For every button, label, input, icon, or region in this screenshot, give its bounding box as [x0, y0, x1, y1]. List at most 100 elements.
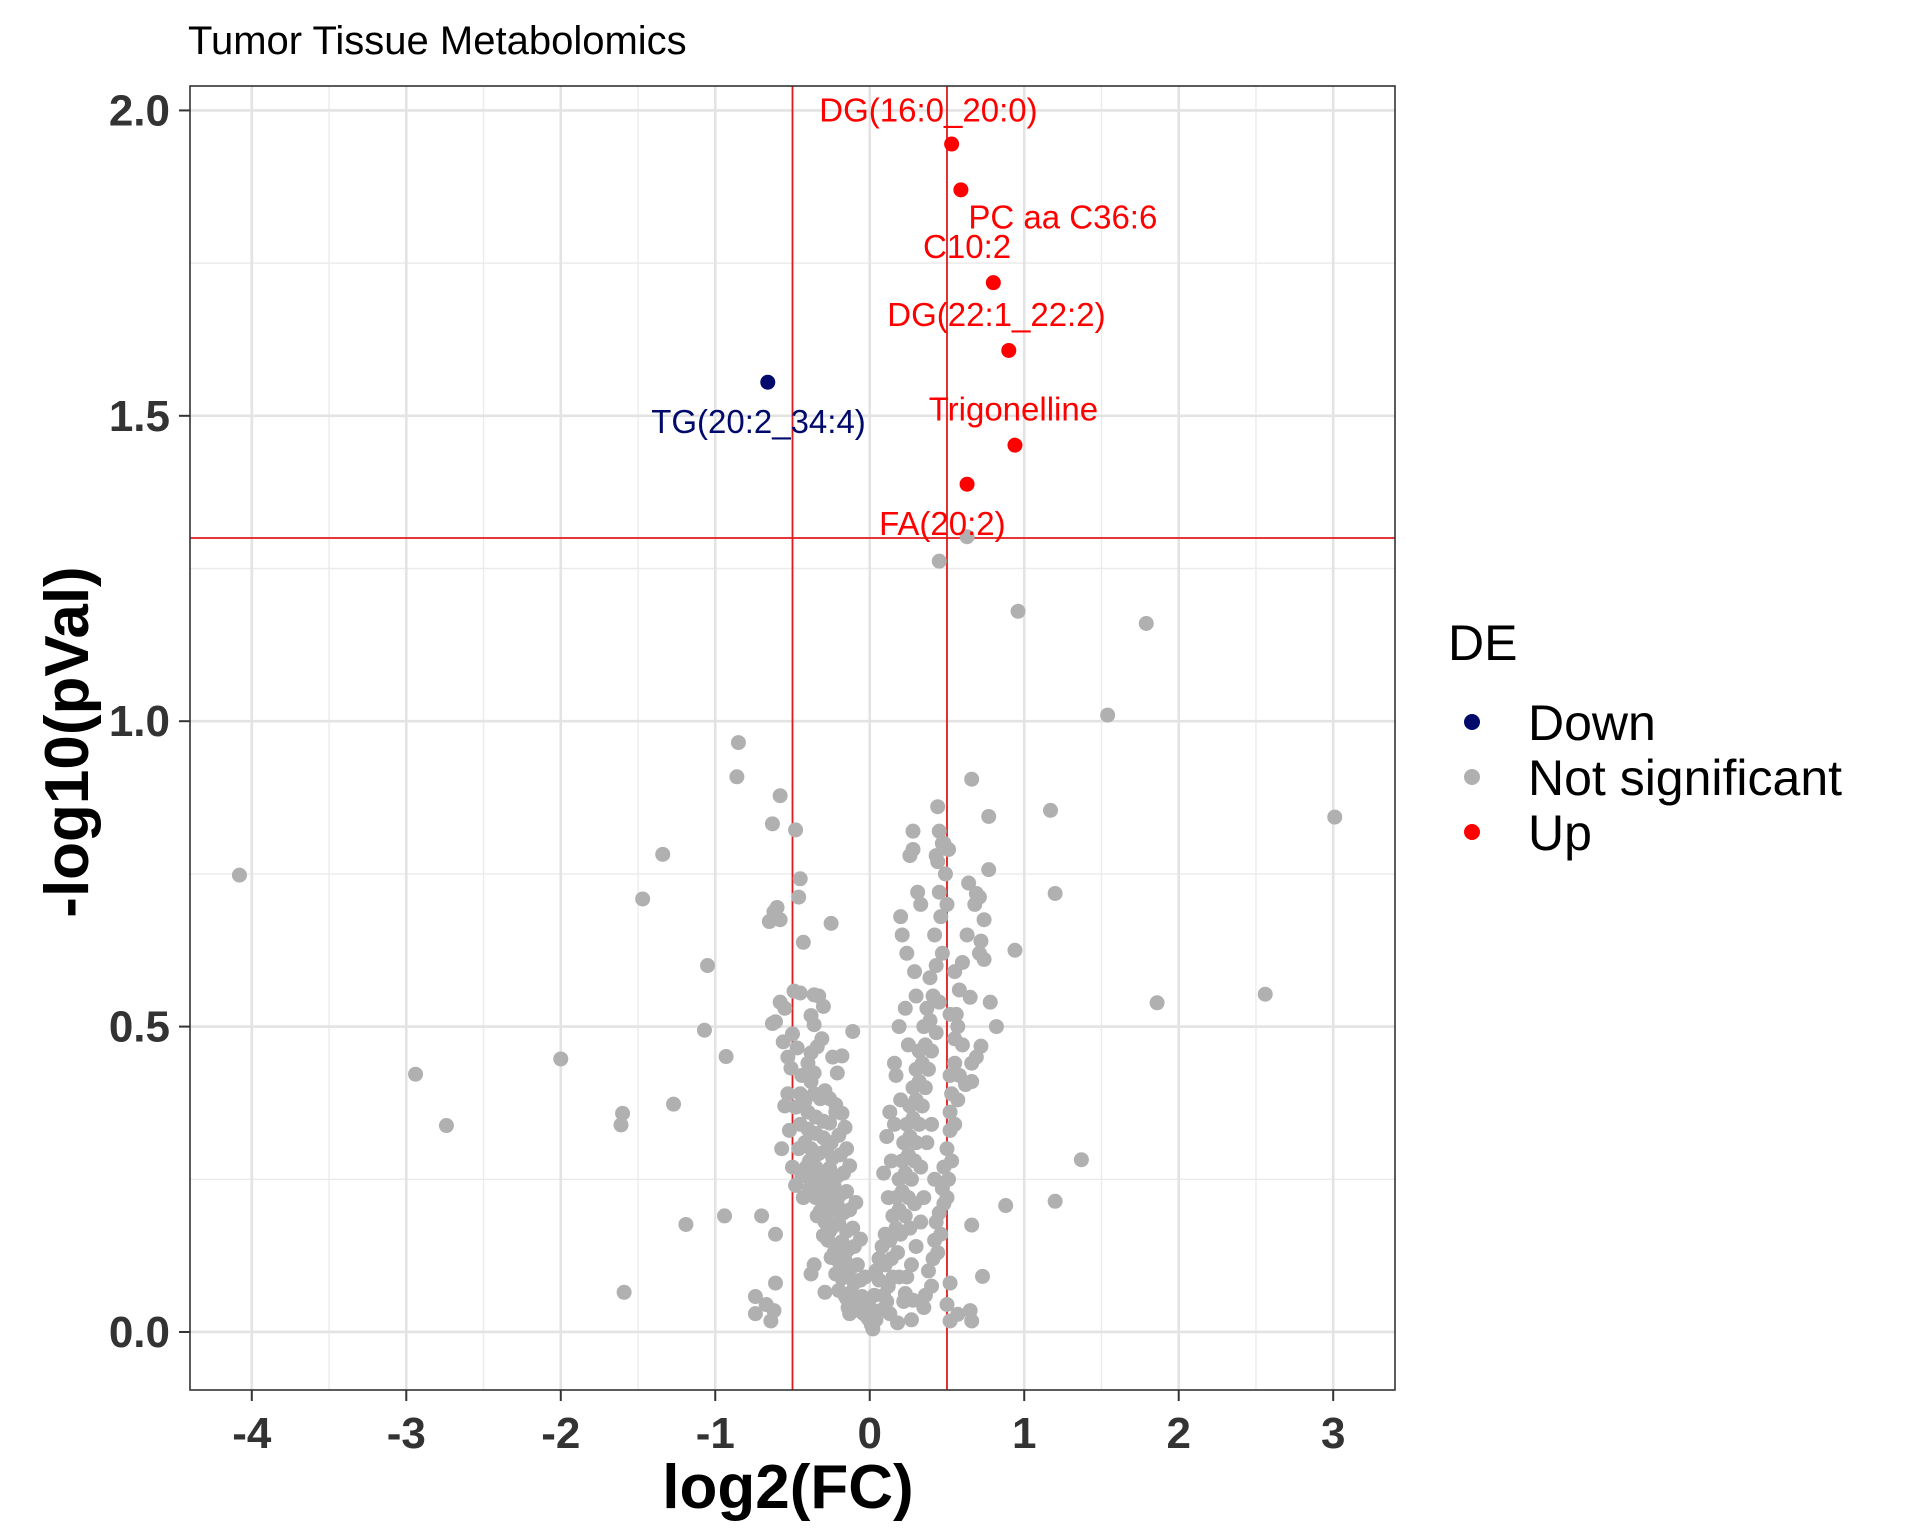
- data-point-not-significant: [894, 927, 910, 943]
- data-point-not-significant: [893, 1092, 909, 1108]
- y-tick-label: 1.5: [109, 392, 170, 441]
- data-point-not-significant: [890, 1245, 906, 1261]
- x-tick-label: -3: [387, 1409, 426, 1458]
- x-tick-label: -2: [541, 1409, 580, 1458]
- data-point-not-significant: [959, 529, 975, 545]
- data-point-not-significant: [959, 927, 975, 943]
- significant-points: [760, 136, 1023, 492]
- data-point-not-significant: [899, 1269, 915, 1285]
- data-point-not-significant: [774, 1141, 790, 1157]
- data-point-up: [985, 275, 1001, 291]
- data-point-not-significant: [914, 1098, 930, 1114]
- data-point-not-significant: [795, 934, 811, 950]
- data-point-not-significant: [834, 1048, 850, 1064]
- data-point-not-significant: [931, 884, 947, 900]
- data-point-not-significant: [964, 1313, 980, 1329]
- data-point-not-significant: [908, 1135, 924, 1151]
- data-point-not-significant: [917, 1080, 933, 1096]
- data-point-not-significant: [930, 799, 946, 815]
- data-point-not-significant: [951, 982, 967, 998]
- data-point-not-significant: [907, 1196, 923, 1212]
- data-point-not-significant: [916, 1300, 932, 1316]
- data-point-not-significant: [936, 1159, 952, 1175]
- data-point-up: [944, 136, 960, 152]
- data-point-not-significant: [964, 1217, 980, 1233]
- data-point-not-significant: [763, 1313, 779, 1329]
- data-point-not-significant: [806, 1147, 822, 1163]
- data-point-not-significant: [975, 1268, 991, 1284]
- data-point-not-significant: [865, 1309, 881, 1325]
- data-point-down: [760, 374, 776, 390]
- data-point-not-significant: [902, 1220, 918, 1236]
- legend-swatch-down: [1464, 714, 1480, 730]
- data-point-not-significant: [922, 970, 938, 986]
- data-point-not-significant: [954, 1037, 970, 1053]
- plot-border: [189, 85, 1396, 1391]
- data-point-not-significant: [880, 1190, 896, 1206]
- data-point-not-significant: [829, 1065, 845, 1081]
- data-point-not-significant: [837, 1119, 853, 1135]
- data-point-not-significant: [988, 1019, 1004, 1035]
- data-point-not-significant: [613, 1117, 629, 1133]
- data-point-not-significant: [911, 1116, 927, 1132]
- data-point-not-significant: [768, 1226, 784, 1242]
- data-point-not-significant: [928, 1025, 944, 1041]
- data-point-not-significant: [1327, 809, 1343, 825]
- data-point-not-significant: [882, 1104, 898, 1120]
- data-point-not-significant: [792, 871, 808, 887]
- data-point-not-significant: [822, 1115, 838, 1131]
- data-point-not-significant: [931, 823, 947, 839]
- data-point-not-significant: [791, 1141, 807, 1157]
- data-point-not-significant: [930, 854, 946, 870]
- data-point-not-significant: [839, 1290, 855, 1306]
- data-point-not-significant: [981, 862, 997, 878]
- data-point-not-significant: [785, 1026, 800, 1042]
- data-point-not-significant: [939, 1296, 955, 1312]
- data-point-not-significant: [1010, 603, 1026, 619]
- data-point-not-significant: [936, 835, 952, 851]
- data-point-not-significant: [795, 1190, 811, 1206]
- data-point-not-significant: [700, 958, 716, 974]
- data-point-up: [1007, 437, 1023, 453]
- data-point-not-significant: [981, 808, 997, 824]
- data-point-not-significant: [655, 846, 671, 862]
- data-point-not-significant: [854, 1289, 870, 1305]
- chart-title: Tumor Tissue Metabolomics: [188, 19, 687, 63]
- data-point-not-significant: [1007, 942, 1023, 958]
- data-point-not-significant: [834, 1105, 850, 1121]
- data-point-not-significant: [879, 1129, 895, 1145]
- data-point-not-significant: [1073, 1152, 1089, 1168]
- point-label: DG(22:1_22:2): [887, 296, 1105, 333]
- data-point-not-significant: [939, 896, 955, 912]
- point-label: DG(16:0_20:0): [819, 91, 1037, 128]
- x-tick-label: 0: [858, 1409, 882, 1458]
- data-point-not-significant: [924, 1116, 940, 1132]
- data-point-up: [959, 476, 975, 492]
- data-point-not-significant: [789, 1040, 805, 1056]
- data-point-not-significant: [910, 884, 926, 900]
- data-point-not-significant: [842, 1306, 858, 1322]
- data-point-not-significant: [777, 1098, 793, 1114]
- data-point-not-significant: [907, 964, 923, 980]
- data-point-not-significant: [438, 1118, 454, 1134]
- point-label: C10:2: [923, 228, 1011, 265]
- y-tick-label: 2.0: [109, 86, 170, 135]
- data-point-not-significant: [785, 1159, 800, 1175]
- data-point-not-significant: [888, 1067, 904, 1083]
- data-point-not-significant: [1042, 802, 1058, 818]
- data-point-not-significant: [879, 1293, 895, 1309]
- y-axis-title: -log10(pVal): [33, 566, 102, 917]
- data-point-not-significant: [903, 1312, 919, 1328]
- data-point-not-significant: [947, 964, 963, 980]
- x-tick-label: 2: [1166, 1409, 1190, 1458]
- data-point-not-significant: [553, 1051, 569, 1067]
- data-point-not-significant: [950, 1019, 966, 1035]
- point-label: Trigonelline: [929, 391, 1098, 428]
- y-tick-label: 1.0: [109, 697, 170, 746]
- data-point-not-significant: [615, 1105, 631, 1121]
- data-point-not-significant: [982, 994, 998, 1010]
- data-point-not-significant: [754, 1208, 770, 1224]
- data-point-not-significant: [666, 1096, 682, 1112]
